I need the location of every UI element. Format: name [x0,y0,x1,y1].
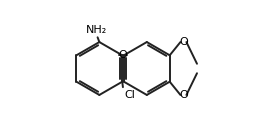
Text: O: O [179,90,188,100]
Text: O: O [119,50,128,60]
Text: NH₂: NH₂ [86,25,108,35]
Text: O: O [179,37,188,47]
Text: Cl: Cl [124,90,135,100]
